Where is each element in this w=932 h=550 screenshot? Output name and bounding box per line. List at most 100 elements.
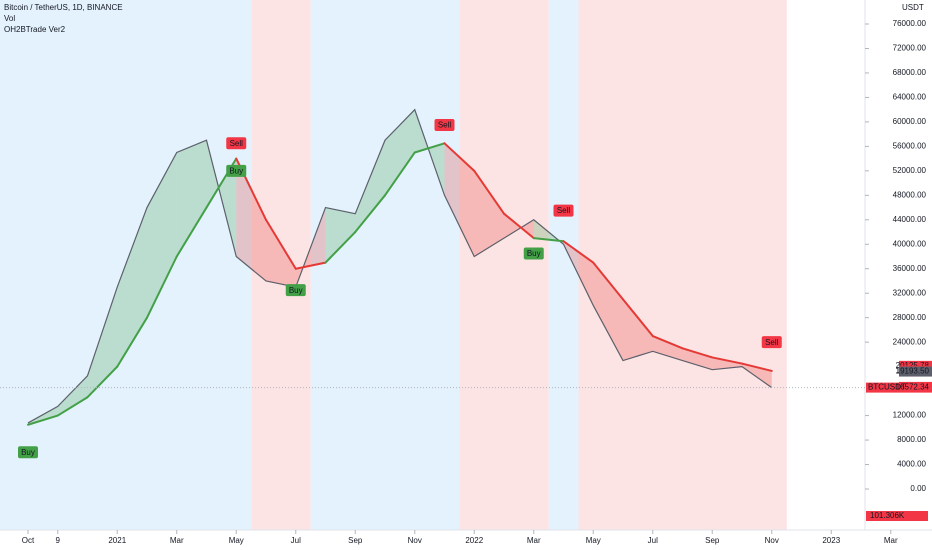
signal-label: Sell [438,121,452,130]
region [310,0,460,530]
x-tick-label: Sep [705,536,720,545]
indicator-label: Vol [4,14,15,23]
plot [27,108,773,426]
signal-badge [523,247,544,260]
y-tick-label: 56000.00 [893,141,927,150]
x-tick-label: Jul [291,536,301,545]
currency-label: USDT [902,3,924,12]
fill-band [57,375,88,416]
y-tick-label: 8000.00 [897,435,926,444]
x-tick-label: Sep [348,536,363,545]
x-tick-label: Jul [648,536,658,545]
fill-band [117,207,147,367]
x-tick-label: May [586,536,601,545]
chart-title: Bitcoin / TetherUS, 1D, BINANCE [4,3,123,12]
indicator-line [324,231,357,264]
regions [0,0,787,530]
indicator-line [503,212,535,240]
x-tick-label: 2022 [465,536,483,545]
indicator-line [413,142,446,154]
indicator-line [294,261,327,270]
indicator-line [354,194,386,234]
indicator-line [681,347,714,359]
indicator-line [56,396,89,417]
y-tick-label: 76000.00 [893,19,927,28]
region [459,0,549,530]
signal-badge [553,204,574,217]
indicator-line [265,218,297,270]
fill-band [266,219,296,288]
signal-badge [18,446,38,459]
fill-band [355,140,385,233]
fill-band [176,140,207,257]
x-tick-label: Nov [408,536,422,545]
fill-band [236,158,266,281]
signal-label: Buy [527,249,541,258]
signal-badge [761,336,782,349]
signal-label: Sell [765,338,779,347]
x-tick-label: Mar [170,536,184,545]
x-tick-label: Oct [22,536,35,545]
indicator-line [175,206,208,258]
x-tick-label: 9 [56,536,61,545]
fill-band [474,170,504,257]
signal-label: Buy [289,286,303,295]
fill-band [385,109,415,196]
y-tick-label: 4000.00 [897,460,926,469]
x-tick-label: 2021 [108,536,126,545]
indicator-line [146,255,178,319]
indicator-line [741,362,773,372]
x-tick-label: Nov [765,536,779,545]
indicator-line [86,365,119,399]
price-line [27,108,773,424]
price-tag-label: 20125.78 [896,361,930,370]
signal-label: Sell [557,206,571,215]
y-tick-label: 44000.00 [893,215,927,224]
signal-label: Buy [21,448,35,457]
y-tick-label: 40000.00 [893,239,927,248]
y-tick-label: 64000.00 [893,93,927,102]
region [251,0,311,530]
fill-band [712,357,742,370]
indicator-line [592,261,624,301]
y-tick-label: 12000.00 [893,411,927,420]
indicator-line [562,240,595,264]
y-tick-label: 60000.00 [893,117,927,126]
indicator-line [651,335,684,350]
x-tick-label: Mar [884,536,898,545]
indicator-line [473,169,505,215]
fill-band [593,262,623,361]
volume-tag-label: 101.306K [870,511,905,520]
region [578,0,787,530]
y-tick-label: 0.00 [910,484,926,493]
x-tick-label: May [229,536,244,545]
fill-band [682,348,713,370]
signal-badge [226,164,247,177]
price-tag [866,382,932,393]
y-tick-label: 36000.00 [893,264,927,273]
signal-badge [285,284,306,297]
fill-band [444,143,475,257]
volume-tag [866,511,928,521]
x-tick-label: 2023 [822,536,840,545]
y-tick-label: 72000.00 [893,44,927,53]
indicator-line [622,298,654,338]
y-tick-label: 28000.00 [893,313,927,322]
signal-label: Sell [230,139,244,148]
y-tick-label: 52000.00 [893,166,927,175]
fill-band [87,287,118,398]
indicator-line [116,316,148,368]
price-tag-label: 19193.50 [896,367,930,376]
y-tick-label: 68000.00 [893,68,927,77]
y-tick-label: 32000.00 [893,288,927,297]
y-tick-label: 48000.00 [893,190,927,199]
indicator-line [384,151,416,197]
signal-label: Buy [229,166,243,175]
fill-band [623,299,653,361]
signal-badge [226,137,247,150]
indicator-line [711,356,743,365]
y-tick-label: 24000.00 [893,337,927,346]
fill-band [652,336,683,361]
price-tag-label: 16572.34 [896,383,930,392]
